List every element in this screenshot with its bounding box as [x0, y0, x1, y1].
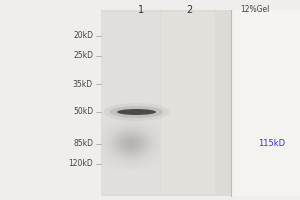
Text: 25kD: 25kD	[73, 51, 93, 60]
Text: 85kD: 85kD	[73, 140, 93, 148]
Bar	[231, 10, 300, 196]
Text: 115kD: 115kD	[258, 140, 285, 148]
Text: 50kD: 50kD	[73, 108, 93, 116]
Text: 1: 1	[138, 5, 144, 15]
Text: 120kD: 120kD	[68, 160, 93, 168]
Text: 12%Gel: 12%Gel	[240, 5, 269, 15]
Ellipse shape	[110, 106, 164, 118]
Bar	[161, 12, 215, 194]
Text: 35kD: 35kD	[73, 80, 93, 88]
Bar	[101, 12, 160, 194]
Ellipse shape	[117, 109, 156, 115]
Text: 20kD: 20kD	[73, 31, 93, 40]
Text: 2: 2	[186, 5, 192, 15]
Ellipse shape	[103, 103, 169, 121]
Bar	[100, 10, 231, 196]
